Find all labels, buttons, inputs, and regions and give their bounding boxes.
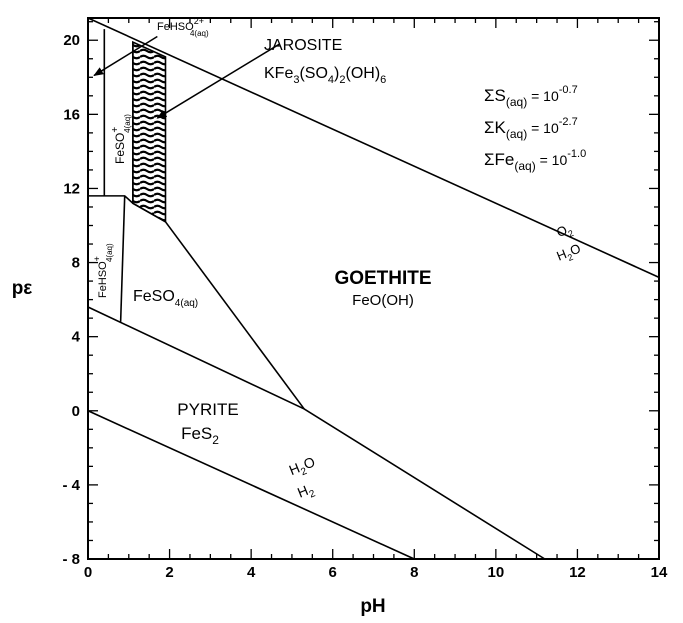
y-axis-ticks: 20 16 12 8 4 0 - 4 - 8 [62, 21, 659, 568]
jarosite-label: JAROSITE [264, 37, 342, 54]
jarosite-s2: 4 [328, 74, 334, 86]
jarosite-f4: (OH) [346, 65, 381, 82]
goethite-label: GOETHITE [334, 268, 431, 289]
x-tick-label: 2 [165, 564, 173, 581]
sum-k-condition: ΣK(aq) = 10-2.7 [484, 116, 578, 141]
y-tick-label: 0 [72, 403, 80, 420]
y-tick-label: - 4 [62, 477, 80, 494]
jarosite-arrow [156, 43, 281, 119]
fehso4-upper-sub: 4(aq) [190, 29, 209, 38]
sum-fe-condition: ΣFe(aq) = 10-1.0 [484, 148, 586, 173]
lower-water-line [87, 410, 415, 560]
y-tick-label: 16 [63, 106, 80, 123]
y-tick-label: 4 [72, 329, 81, 346]
sum-fe-eq: = 10 [536, 152, 568, 168]
jarosite-formula: KFe3(SO4)2(OH)6 [264, 65, 386, 86]
upper-water-line [87, 17, 660, 279]
label-arrows [93, 35, 281, 119]
sum-k-prefix: ΣK [484, 118, 507, 137]
sum-s-prefix: ΣS [484, 86, 506, 105]
sum-k-eq: = 10 [527, 120, 559, 136]
feso4-label: FeSO4(aq) [133, 288, 198, 309]
upper-water-top-sub: 2 [567, 228, 575, 239]
x-tick-label: 10 [488, 564, 505, 581]
sum-s-condition: ΣS(aq) = 10-0.7 [484, 84, 578, 109]
jarosite-f2: (SO [299, 65, 327, 82]
x-axis-ticks: 0 2 4 6 8 10 12 14 [84, 18, 668, 581]
y-axis-label: pε [12, 278, 33, 299]
sum-fe-exp: -1.0 [567, 148, 586, 160]
goethite-formula: FeO(OH) [352, 292, 414, 309]
x-tick-label: 4 [247, 564, 256, 581]
jarosite-f1: KFe [264, 65, 293, 82]
lower-water-bottom-sub: 2 [308, 488, 318, 500]
feso4-plus-jarosite-bottom [132, 202, 166, 223]
fehso4-plus-right-edge [119, 195, 126, 322]
jarosite-field [132, 40, 167, 224]
feso4-main: FeSO [133, 288, 175, 305]
sum-s-eq: = 10 [527, 88, 559, 104]
y-tick-label: 20 [63, 32, 80, 49]
fehso4-upper-sup: 2+ [194, 16, 204, 26]
x-tick-label: 6 [329, 564, 337, 581]
sum-k-exp: -2.7 [559, 116, 578, 128]
pyrite-formula-main: FeS [181, 424, 212, 443]
stability-boundaries [87, 17, 660, 560]
x-tick-label: 14 [651, 564, 668, 581]
sum-fe-sub: (aq) [514, 159, 535, 173]
lower-water-labels: H2O H2 [287, 453, 319, 505]
jarosite-s1: 3 [293, 74, 299, 86]
lower-water-top-sub: 2 [299, 466, 309, 478]
y-tick-label: 8 [72, 255, 80, 272]
sum-s-sub: (aq) [506, 95, 527, 109]
feso4-plus-sub: 4(aq) [123, 114, 132, 133]
pyrite-formula-sub: 2 [212, 433, 219, 447]
feso4-sub: 4(aq) [175, 298, 198, 309]
sum-k-sub: (aq) [506, 127, 527, 141]
lower-water-bottom-label: H2 [295, 480, 317, 505]
fehso4-upper-label: FeHSO2+ 4(aq) [157, 16, 209, 38]
jarosite-s4: 6 [380, 74, 386, 86]
feso4-plus-label: FeSO+ 4(aq) [110, 114, 132, 164]
feso4-goethite-lower-line [87, 306, 546, 560]
upper-water-top-label: O2 [554, 220, 575, 242]
upper-water-bottom-label: H2O [554, 241, 583, 267]
fehso4-upper-main: FeHSO [157, 21, 194, 33]
fehso4-plus-label: FeHSO+ 4(aq) [92, 243, 114, 298]
y-tick-label: 12 [63, 180, 80, 197]
jarosite-goethite-line [164, 221, 305, 410]
fehso4-plus-sub: 4(aq) [105, 243, 114, 262]
sum-fe-prefix: ΣFe [484, 150, 514, 169]
feso4-plus-main: FeSO [113, 133, 127, 164]
sum-s-exp: -0.7 [559, 84, 578, 96]
feso4-plus-sup: + [110, 127, 121, 133]
jarosite-f3: ) [334, 65, 339, 82]
upper-water-labels: O2 H2O [554, 220, 583, 267]
x-axis-label: pH [360, 596, 385, 617]
pyrite-label: PYRITE [177, 400, 238, 419]
x-tick-label: 0 [84, 564, 92, 581]
x-tick-label: 8 [410, 564, 418, 581]
fehso4-plus-main: FeHSO [97, 261, 109, 298]
fehso4-plus-sup: + [92, 256, 102, 261]
upper-water-bottom-sub: 2 [566, 252, 574, 263]
pyrite-formula: FeS2 [181, 424, 219, 447]
lower-water-top-label: H2O [287, 453, 319, 482]
upper-aqueous-bottom [88, 195, 134, 204]
x-tick-label: 12 [569, 564, 586, 581]
fehso4-arrow [93, 35, 158, 77]
y-tick-label: - 8 [62, 551, 80, 568]
jarosite-s3: 2 [339, 74, 345, 86]
